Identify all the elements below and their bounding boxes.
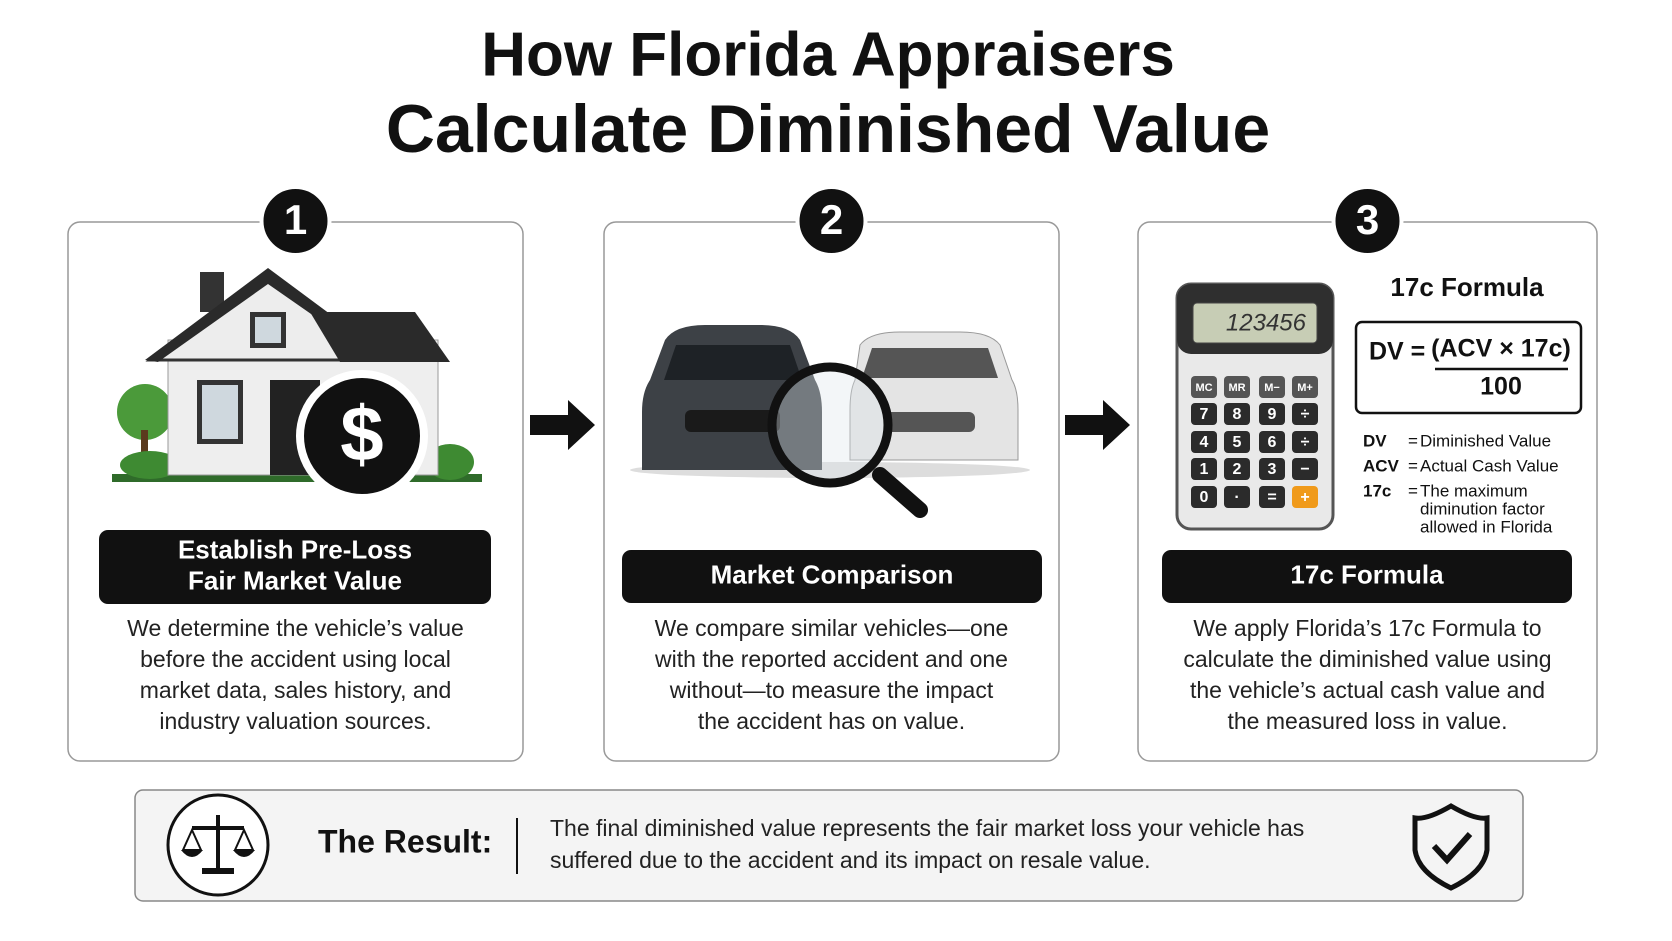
step-number: 1 xyxy=(284,196,307,243)
scale-icon xyxy=(166,793,270,897)
calculator: 123456 MC MR M− M+ 7 8 9 ÷ 4 5 6 ÷ 1 2 3 − 0 · = + xyxy=(1175,282,1335,531)
calculator-key-label: 0 xyxy=(1200,489,1209,506)
calculator-key-label: ÷ xyxy=(1301,406,1310,423)
legend-definition: Diminished Value xyxy=(1420,431,1551,450)
step-badge xyxy=(795,185,868,257)
step-description: the measured loss in value. xyxy=(1228,708,1508,734)
cars-illustration xyxy=(630,325,1030,518)
calculator-key xyxy=(1259,431,1285,453)
step-description: industry valuation sources. xyxy=(159,708,431,734)
step-heading-bar xyxy=(1162,550,1572,603)
calculator-key xyxy=(1224,403,1250,425)
calculator-key-label: + xyxy=(1300,489,1309,506)
calculator-key xyxy=(1191,376,1217,398)
calculator-key xyxy=(1191,458,1217,480)
step-number: 3 xyxy=(1356,196,1379,243)
legend-term: DV xyxy=(1363,431,1387,450)
legend-definition: Actual Cash Value xyxy=(1420,456,1559,475)
calculator-key-label: = xyxy=(1267,489,1276,506)
step-heading-bar xyxy=(622,550,1042,603)
calculator-key xyxy=(1224,376,1250,398)
step-description: We compare similar vehicles—one xyxy=(655,615,1009,641)
result-text: The final diminished value represents th… xyxy=(550,815,1304,841)
calculator-key xyxy=(1292,486,1318,508)
step-description: market data, sales history, and xyxy=(140,677,452,703)
calculator-key-label: 9 xyxy=(1268,406,1277,423)
legend-term: 17c xyxy=(1363,481,1391,500)
calculator-key xyxy=(1292,431,1318,453)
legend-equals: = xyxy=(1408,481,1418,500)
legend-equals: = xyxy=(1408,456,1418,475)
calculator-key-label: 3 xyxy=(1268,461,1277,478)
step-heading: Market Comparison xyxy=(711,559,954,589)
house-illustration: $ xyxy=(112,268,482,502)
calculator-key-label: · xyxy=(1234,489,1239,506)
calculator-key xyxy=(1259,376,1285,398)
formula-numerator: (ACV × 17c) xyxy=(1431,335,1571,363)
step-heading-bar xyxy=(99,530,491,604)
step-badge xyxy=(259,185,332,257)
calculator-key xyxy=(1224,431,1250,453)
calculator-key-label: MR xyxy=(1228,382,1245,394)
calculator-key-label: 5 xyxy=(1233,434,1242,451)
title-line: How Florida Appraisers xyxy=(481,20,1175,89)
calculator-key-label: 8 xyxy=(1233,406,1242,423)
step-number: 2 xyxy=(820,196,843,243)
calculator-key-label: ÷ xyxy=(1301,434,1310,451)
formula-box xyxy=(1354,320,1583,415)
formula-title: 17c Formula xyxy=(1390,272,1544,302)
result-label: The Result: xyxy=(318,823,492,859)
dollar-icon: $ xyxy=(340,390,383,478)
calculator-key xyxy=(1191,486,1217,508)
calculator-key xyxy=(1259,403,1285,425)
calculator-key-label: 7 xyxy=(1200,406,1209,423)
formula-lhs: DV = xyxy=(1369,338,1425,366)
step-description: We determine the vehicle’s value xyxy=(127,615,464,641)
step-badge xyxy=(1331,185,1404,257)
calculator-key xyxy=(1191,403,1217,425)
step-description: before the accident using local xyxy=(140,646,451,672)
calculator-key xyxy=(1292,376,1318,398)
calculator-key-label: M+ xyxy=(1297,382,1313,394)
calculator-key xyxy=(1259,458,1285,480)
legend-definition: allowed in Florida xyxy=(1420,517,1553,536)
step-description: without—to measure the impact xyxy=(669,677,994,703)
step-description: We apply Florida’s 17c Formula to xyxy=(1193,615,1541,641)
shield-icon xyxy=(1412,803,1490,891)
step-description: the accident has on value. xyxy=(698,708,965,734)
formula-denominator: 100 xyxy=(1480,373,1522,401)
calculator-key-label: 1 xyxy=(1200,461,1209,478)
legend-term: ACV xyxy=(1363,456,1400,475)
arrow xyxy=(530,400,595,450)
calculator-key xyxy=(1191,431,1217,453)
calculator-key xyxy=(1224,486,1250,508)
calculator-key-label: 2 xyxy=(1233,461,1242,478)
legend-definition: diminution factor xyxy=(1420,499,1545,518)
calculator-key-label: M− xyxy=(1264,382,1280,394)
calculator-key-label: 6 xyxy=(1268,434,1277,451)
calculator-key xyxy=(1224,458,1250,480)
legend-equals: = xyxy=(1408,431,1418,450)
step-heading: Fair Market Value xyxy=(188,565,402,595)
step-description: calculate the diminished value using xyxy=(1183,646,1551,672)
step-description: with the reported accident and one xyxy=(654,646,1008,672)
step-description: the vehicle’s actual cash value and xyxy=(1190,677,1545,703)
result-text: suffered due to the accident and its imp… xyxy=(550,847,1151,873)
calculator-key-label: 4 xyxy=(1200,434,1209,451)
title-line: Calculate Diminished Value xyxy=(386,91,1270,167)
calculator-key xyxy=(1292,458,1318,480)
calculator-key xyxy=(1259,486,1285,508)
calculator-key xyxy=(1292,403,1318,425)
arrow xyxy=(1065,400,1130,450)
calculator-display: 123456 xyxy=(1226,309,1307,336)
formula: 17c Formula DV = (ACV × 17c) 100 DV = Dimi… xyxy=(1354,272,1583,536)
result-box xyxy=(134,789,1524,902)
step-heading: 17c Formula xyxy=(1290,559,1444,589)
step-heading: Establish Pre-Loss xyxy=(178,534,412,564)
calculator-key-label: − xyxy=(1300,461,1309,478)
calculator-key-label: MC xyxy=(1195,382,1212,394)
legend-definition: The maximum xyxy=(1420,481,1528,500)
